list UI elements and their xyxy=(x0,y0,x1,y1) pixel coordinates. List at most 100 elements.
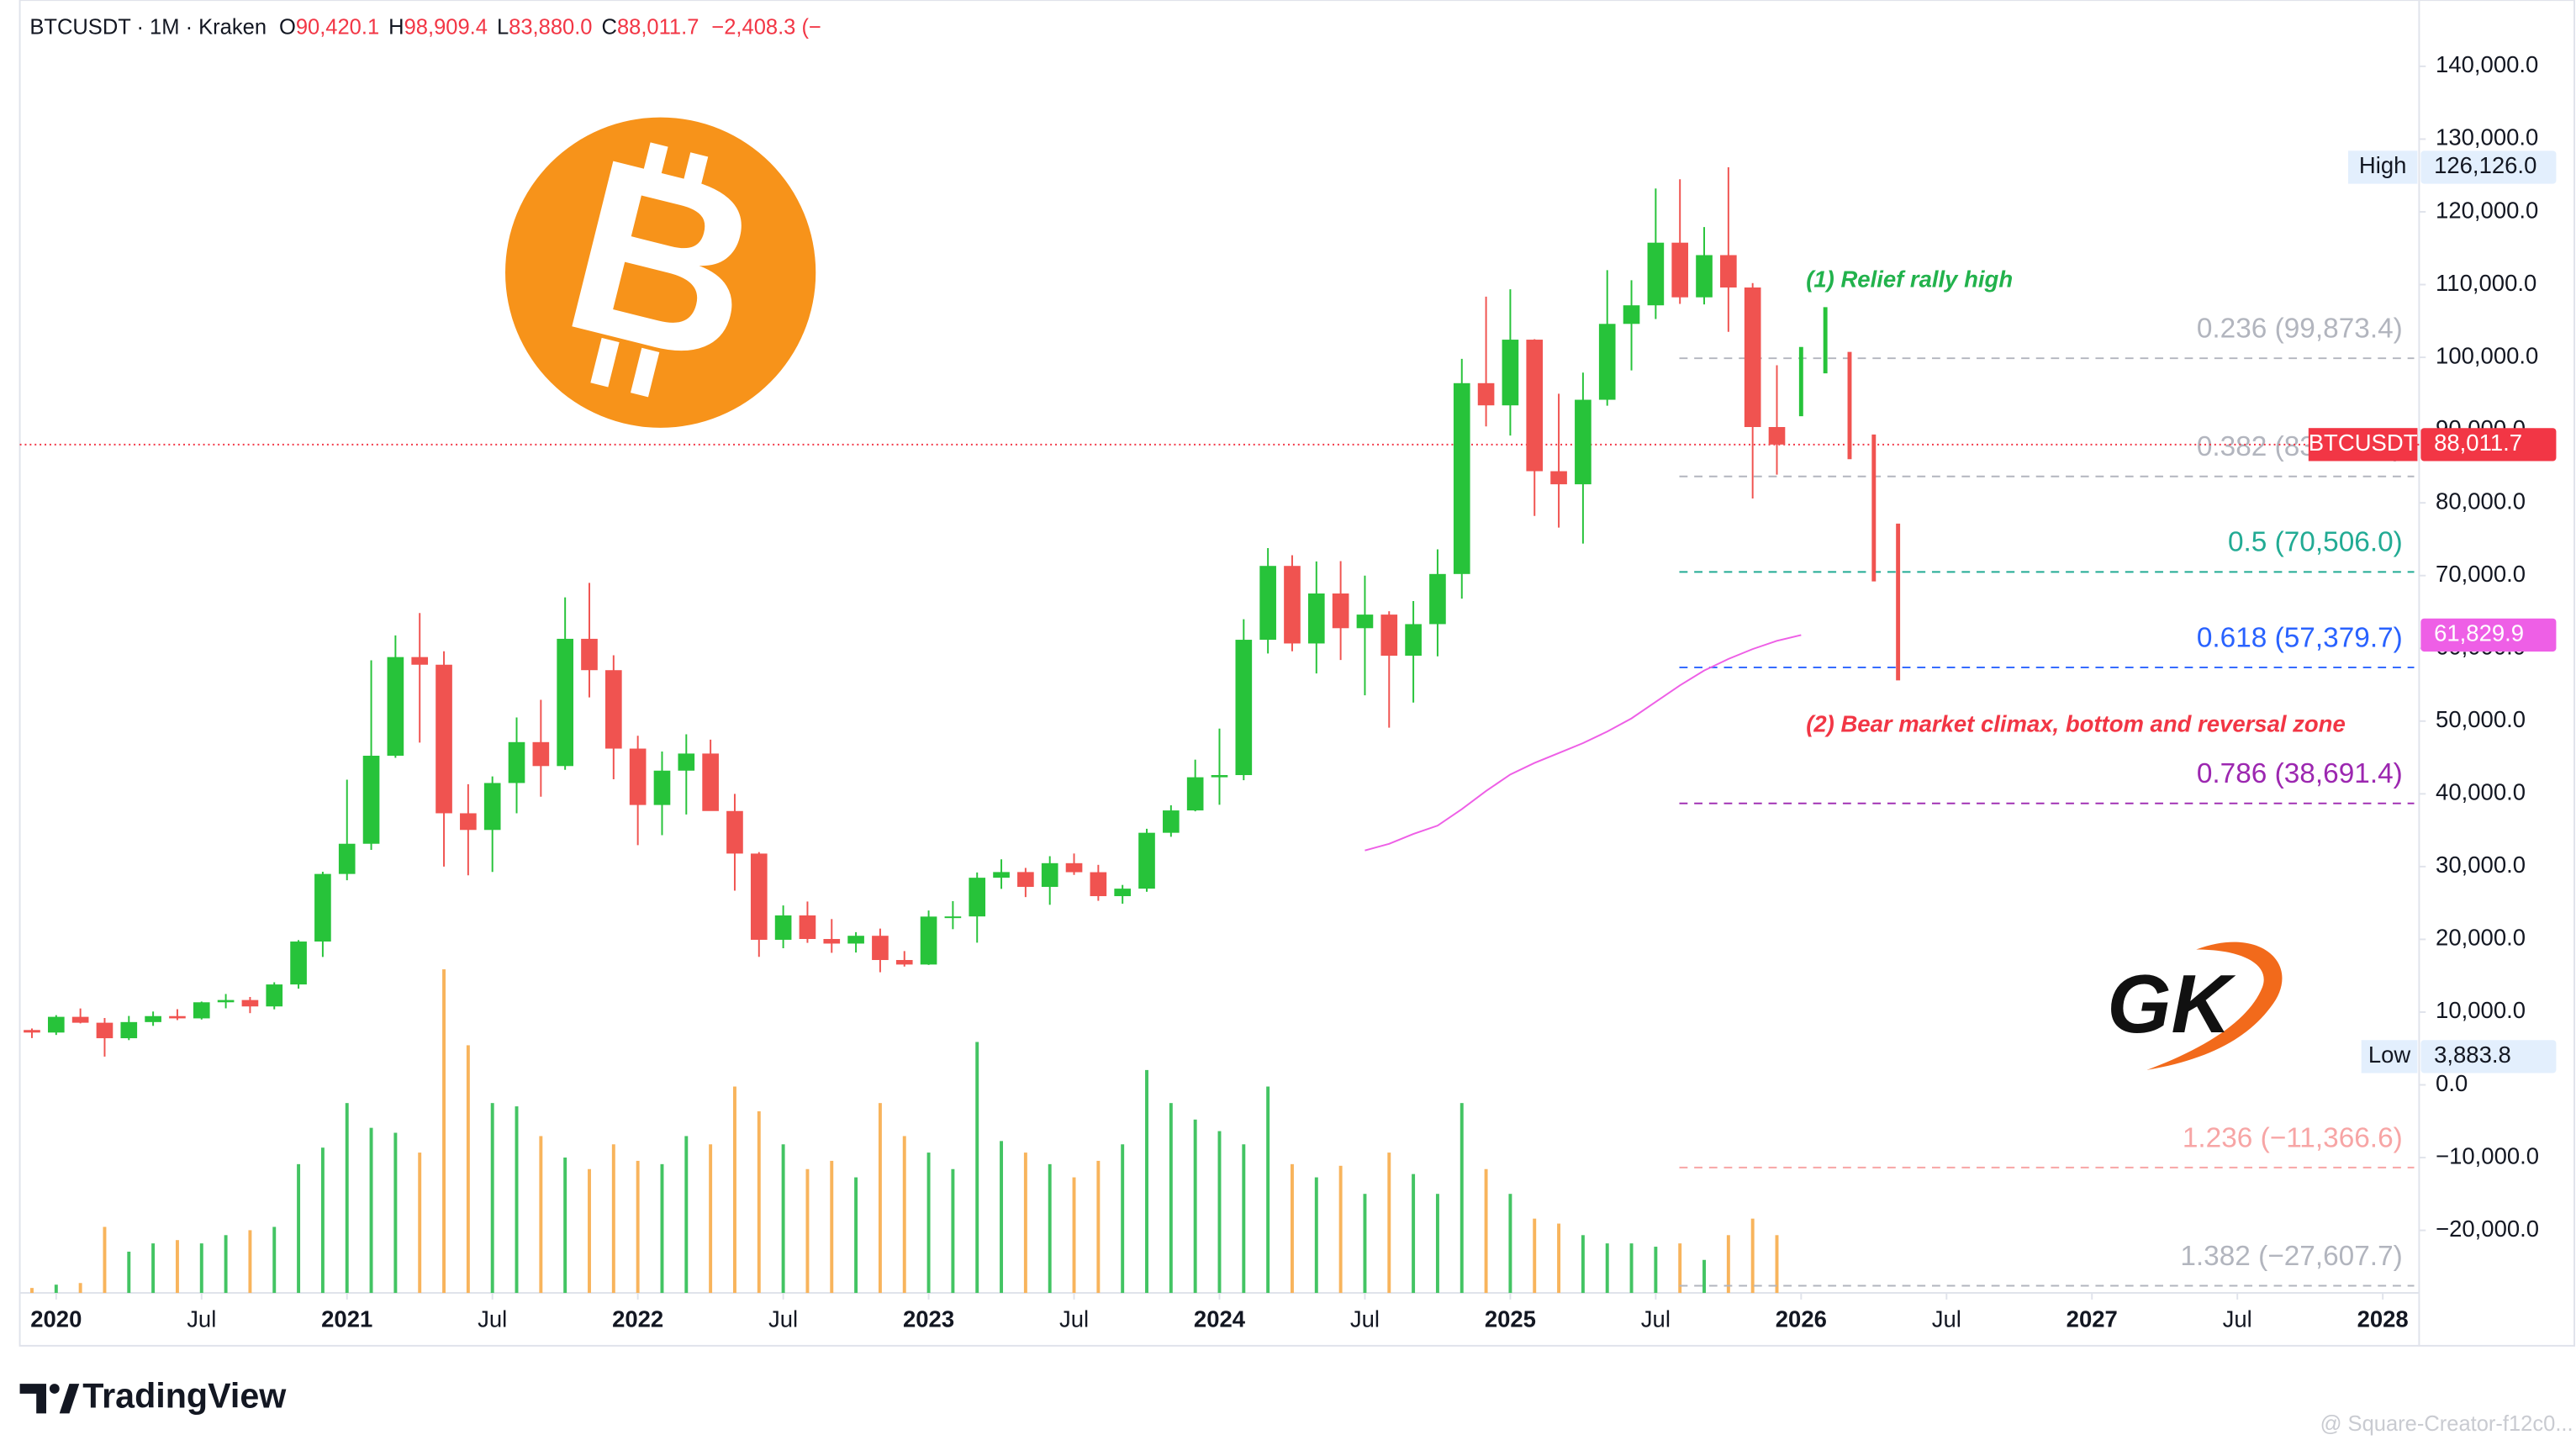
y-tick-label: 30,000.0 xyxy=(2436,852,2526,878)
candle-body xyxy=(120,1021,138,1039)
candle-body xyxy=(71,1016,89,1023)
price-tag-label: 3,883.8 xyxy=(2434,1042,2511,1068)
candle-body xyxy=(1211,775,1228,778)
volume-bar xyxy=(127,1251,131,1294)
volume-bar xyxy=(515,1106,519,1294)
volume-bar xyxy=(1750,1218,1755,1294)
volume-bar xyxy=(418,1153,422,1294)
x-tick-label: Jul xyxy=(2223,1306,2252,1332)
candle-body xyxy=(1744,287,1761,427)
candle-body xyxy=(435,664,452,814)
x-tick-label: Jul xyxy=(1350,1306,1380,1332)
candle-body xyxy=(1356,615,1374,629)
volume-bar xyxy=(320,1147,325,1294)
y-tick-label: 110,000.0 xyxy=(2436,270,2536,296)
price-tag-label: 126,126.0 xyxy=(2434,152,2536,178)
x-tick-label: Jul xyxy=(478,1306,507,1332)
price-tag-box xyxy=(2420,618,2557,652)
x-tick-label: Jul xyxy=(1059,1306,1089,1332)
candle-body xyxy=(314,873,331,942)
candle-body xyxy=(1307,593,1325,644)
x-tick-label: 2022 xyxy=(612,1306,663,1332)
volume-bar xyxy=(709,1144,713,1294)
volume-bar xyxy=(199,1243,203,1294)
candle-body xyxy=(750,853,768,940)
candle-body xyxy=(1186,777,1204,811)
y-tick-label: 100,000.0 xyxy=(2436,342,2538,368)
candle-body xyxy=(387,657,404,757)
candle-body xyxy=(532,741,550,767)
price-tag-box xyxy=(2420,150,2557,184)
volume-bar xyxy=(1169,1103,1173,1294)
volume-bar xyxy=(1484,1168,1488,1294)
candle-body xyxy=(774,915,792,940)
candle-body xyxy=(557,638,573,767)
candle-body xyxy=(1065,862,1083,873)
price-tag-name: Low xyxy=(2368,1042,2411,1068)
price-tag-name-box xyxy=(2347,150,2418,184)
price-tag-name: BTCUSDT xyxy=(2309,430,2418,456)
volume-bar xyxy=(1291,1163,1294,1294)
tradingview-logo: TradingView xyxy=(19,1377,287,1416)
candle-body xyxy=(1405,624,1422,657)
volume-bar xyxy=(1048,1163,1052,1294)
volume-bar xyxy=(1726,1235,1730,1294)
candle-body xyxy=(1259,566,1276,641)
volume-bar xyxy=(636,1160,640,1294)
volume-bar xyxy=(563,1157,567,1294)
x-tick-label: 2028 xyxy=(2357,1306,2409,1332)
candle-body xyxy=(47,1016,65,1033)
candle-body xyxy=(193,1002,210,1019)
change: −2,408.3 (− xyxy=(711,15,821,39)
candle-body xyxy=(1429,573,1446,625)
candle-body xyxy=(605,670,622,749)
candle-body xyxy=(1671,242,1689,298)
candle-body xyxy=(799,915,816,940)
candle-body xyxy=(872,936,889,961)
candle-body xyxy=(1453,382,1470,574)
candle-body xyxy=(1041,862,1058,888)
fib-label: 0.236 (99,873.4) xyxy=(2197,314,2403,345)
volume-bar xyxy=(1193,1119,1197,1294)
volume-bar xyxy=(1121,1144,1125,1294)
fib-label: 0.786 (38,691.4) xyxy=(2197,758,2403,789)
volume-bar xyxy=(611,1144,615,1294)
bitcoin-circle xyxy=(505,117,816,428)
volume-bar xyxy=(539,1136,543,1294)
tv-logo-part xyxy=(49,1384,60,1394)
volume-bar xyxy=(369,1127,373,1294)
y-tick-label: 20,000.0 xyxy=(2436,925,2526,951)
candle-body xyxy=(920,916,937,965)
volume-bar xyxy=(951,1168,955,1294)
candle-body xyxy=(702,753,719,811)
y-tick-label: 80,000.0 xyxy=(2436,488,2526,514)
candle-body xyxy=(1696,255,1713,298)
chart-frame xyxy=(18,0,2576,1347)
bitcoin-logo: B xyxy=(505,105,816,428)
candle-body xyxy=(1575,399,1592,485)
tv-logo-part xyxy=(59,1384,80,1414)
price-tag-box xyxy=(2420,428,2557,462)
candle-body xyxy=(96,1022,113,1039)
y-tick-label: 50,000.0 xyxy=(2436,706,2526,732)
y-tick-label: −20,000.0 xyxy=(2436,1216,2539,1242)
volume-bar xyxy=(902,1136,906,1294)
volume-bar xyxy=(78,1283,82,1294)
volume-bar xyxy=(1775,1235,1779,1294)
volume-bar xyxy=(1242,1144,1246,1294)
candle-body xyxy=(217,1000,235,1003)
volume-bar xyxy=(588,1168,591,1294)
volume-bar xyxy=(393,1132,398,1294)
x-tick-label: Jul xyxy=(1641,1306,1671,1332)
candle-body xyxy=(969,878,986,917)
bitcoin-bar xyxy=(631,347,660,398)
volume-bar xyxy=(1508,1194,1512,1294)
volume-bar xyxy=(1338,1165,1343,1294)
moving-average xyxy=(1365,634,1802,852)
candle-body xyxy=(1720,255,1737,288)
y-tick-label: 40,000.0 xyxy=(2436,779,2526,805)
volume-bar xyxy=(732,1086,736,1294)
volume-bar xyxy=(224,1235,228,1294)
